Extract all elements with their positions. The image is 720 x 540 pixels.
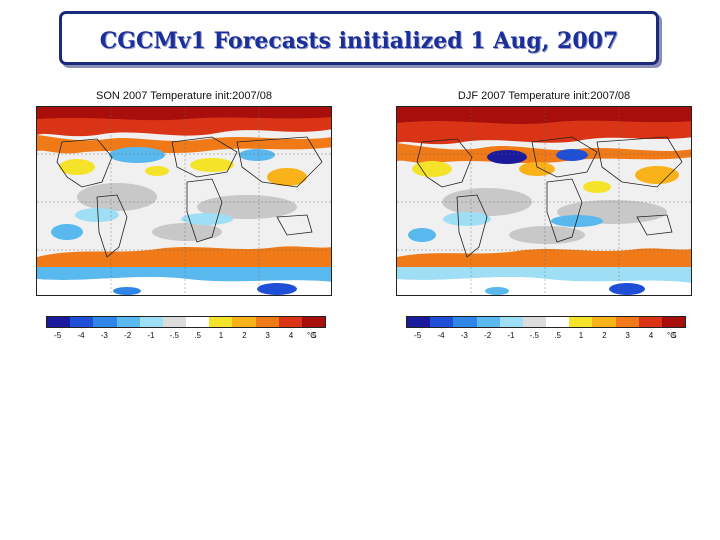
colorbar-labels: -5 -4 -3 -2 -1 -.5 .5 1 2 3 4 5 [46, 331, 326, 343]
colorbar-swatch [209, 317, 233, 327]
colorbar-labels: -5 -4 -3 -2 -1 -.5 .5 1 2 3 4 5 [406, 331, 686, 343]
colorbar-swatch [93, 317, 117, 327]
panel-djf: DJF 2007 Temperature init:2007/08 [396, 90, 692, 345]
colorbar-swatch [278, 317, 302, 327]
colorbar-tick-label: 1 [218, 331, 224, 340]
colorbar-swatch [186, 317, 210, 327]
colorbar-tick-label: 3 [265, 331, 270, 340]
colorbar-swatch [499, 317, 523, 327]
colorbar-swatch [661, 317, 686, 327]
colorbar-tick-label: 5 [672, 331, 677, 340]
colorbar-swatch [407, 317, 431, 327]
temperature-anomaly-map [396, 106, 692, 296]
colorbar-tick-label: -1 [507, 331, 515, 340]
colorbar-unit: °C [667, 331, 676, 340]
colorbar-tick-label: 5 [312, 331, 317, 340]
colorbar-tick-label: -5 [414, 331, 422, 340]
colorbar-tick-label: -3 [460, 331, 468, 340]
colorbar-swatch [47, 317, 71, 327]
colorbar-unit: °C [307, 331, 316, 340]
panel-title: SON 2007 Temperature init:2007/08 [96, 90, 272, 102]
colorbar-swatch [116, 317, 140, 327]
map-graphic [397, 107, 691, 295]
colorbar-tick-label: -4 [77, 331, 85, 340]
colorbar-swatch [430, 317, 454, 327]
colorbar [406, 316, 686, 328]
colorbar-tick-label: 1 [578, 331, 584, 340]
colorbar-tick-label: 2 [602, 331, 607, 340]
colorbar-tick-label: -2 [484, 331, 492, 340]
colorbar-tick-label: 4 [648, 331, 654, 340]
colorbar-swatch [569, 317, 593, 327]
colorbar-tick-label: 2 [242, 331, 247, 340]
colorbar-tick-label: -.5 [169, 331, 179, 340]
colorbar [46, 316, 326, 328]
colorbar-tick-label: -3 [100, 331, 108, 340]
colorbar-tick-label: -.5 [529, 331, 539, 340]
panel-son: SON 2007 Temperature init:2007/08 [36, 90, 332, 345]
map-graphic [37, 107, 331, 295]
colorbar-swatch [615, 317, 639, 327]
colorbar-tick-label: .5 [554, 331, 561, 340]
colorbar-swatch [301, 317, 326, 327]
colorbar-swatch [592, 317, 616, 327]
title-box: CGCMv1 Forecasts initialized 1 Aug, 2007 [59, 11, 659, 65]
colorbar-swatch [546, 317, 570, 327]
colorbar-swatch [139, 317, 163, 327]
slide-title: CGCMv1 Forecasts initialized 1 Aug, 2007 [99, 28, 619, 54]
panel-title: DJF 2007 Temperature init:2007/08 [457, 90, 631, 102]
colorbar-swatch [255, 317, 279, 327]
colorbar-tick-label: .5 [194, 331, 201, 340]
colorbar-swatch [453, 317, 477, 327]
colorbar-tick-label: -1 [147, 331, 155, 340]
colorbar-swatch [162, 317, 187, 327]
colorbar-swatch [522, 317, 547, 327]
colorbar-swatch [638, 317, 662, 327]
colorbar-tick-label: 3 [625, 331, 630, 340]
temperature-anomaly-map [36, 106, 332, 296]
colorbar-swatch [70, 317, 94, 327]
colorbar-tick-label: -5 [54, 331, 62, 340]
colorbar-tick-label: 4 [288, 331, 294, 340]
colorbar-swatch [476, 317, 500, 327]
colorbar-tick-label: -2 [124, 331, 132, 340]
colorbar-swatch [232, 317, 256, 327]
colorbar-tick-label: -4 [437, 331, 445, 340]
